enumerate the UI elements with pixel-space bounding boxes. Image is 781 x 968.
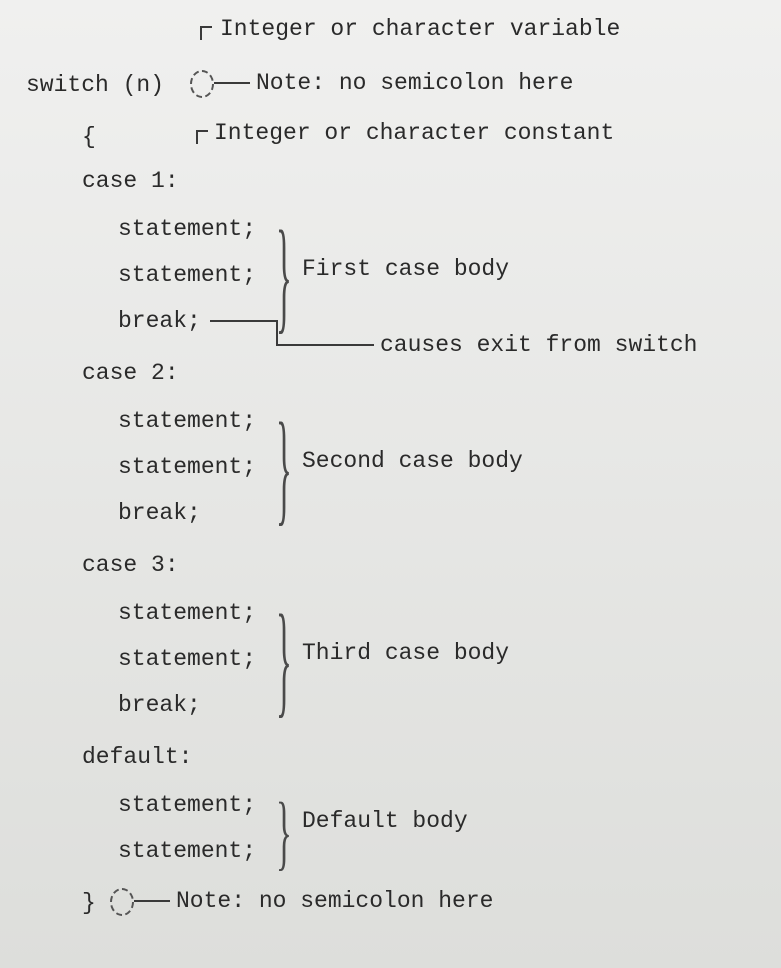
connector-no-semi-top <box>214 82 250 84</box>
annotation-break-exit: causes exit from switch <box>380 332 697 358</box>
annotation-switch-var: Integer or character variable <box>220 16 620 42</box>
connector-no-semi-bottom <box>134 900 170 902</box>
annotation-default-body: Default body <box>302 808 468 834</box>
annotation-case3-body: Third case body <box>302 640 509 666</box>
code-default-line1: statement; <box>118 838 256 864</box>
brace-default: } <box>276 787 292 882</box>
code-case2-line1: statement; <box>118 454 256 480</box>
code-case2-line2: break; <box>118 500 201 526</box>
code-case1-line0: statement; <box>118 216 256 242</box>
code-case1-line2: break; <box>118 308 201 334</box>
code-close-brace: } <box>82 890 96 916</box>
code-case3-line0: statement; <box>118 600 256 626</box>
code-switch: switch (n) <box>26 72 164 98</box>
brace-case1: } <box>276 208 292 351</box>
code-case1-line1: statement; <box>118 262 256 288</box>
annotation-no-semicolon-top: Note: no semicolon here <box>256 70 573 96</box>
code-default-line0: statement; <box>118 792 256 818</box>
annotation-no-semicolon-bottom: Note: no semicolon here <box>176 888 493 914</box>
no-semicolon-marker-bottom <box>110 888 134 916</box>
code-case2-line0: statement; <box>118 408 256 434</box>
annotation-case2-body: Second case body <box>302 448 523 474</box>
annotation-case-const: Integer or character constant <box>214 120 614 146</box>
brace-case2: } <box>276 400 292 543</box>
code-case2-label: case 2: <box>82 360 179 386</box>
brace-case3: } <box>276 592 292 735</box>
code-case3-line1: statement; <box>118 646 256 672</box>
code-open-brace: { <box>82 124 96 150</box>
code-case3-label: case 3: <box>82 552 179 578</box>
no-semicolon-marker-top <box>190 70 214 98</box>
annotation-case1-body: First case body <box>302 256 509 282</box>
code-case1-label: case 1: <box>82 168 179 194</box>
code-default-label: default: <box>82 744 192 770</box>
code-case3-line2: break; <box>118 692 201 718</box>
